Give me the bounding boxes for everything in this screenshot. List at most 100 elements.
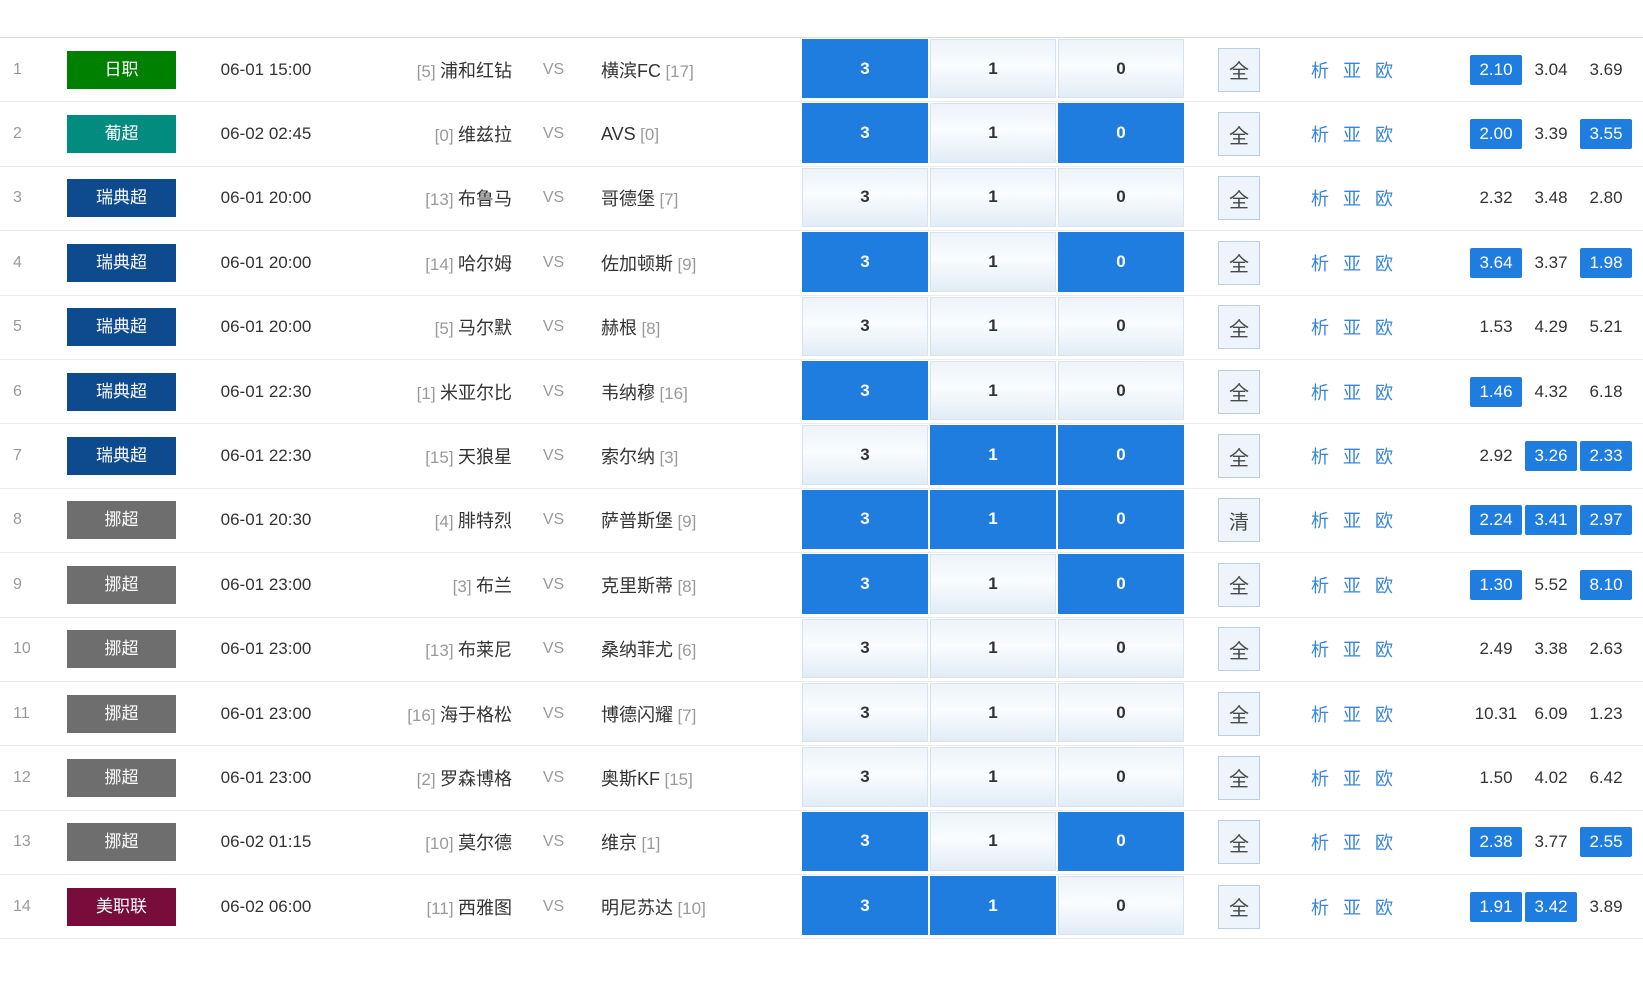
bet-cell-win[interactable]: 3 [802,618,930,678]
analysis-link[interactable]: 析 [1311,511,1329,532]
bet-cell-lose[interactable]: 0 [1058,39,1186,99]
league-badge[interactable]: 挪超 [67,501,176,540]
odds-value-win[interactable]: 1.50 [1479,767,1513,787]
odds-value-draw[interactable]: 3.48 [1534,188,1568,208]
clear-selection-button[interactable]: 清 [1218,498,1260,543]
analysis-link[interactable]: 析 [1311,125,1329,146]
bet-cell-lose[interactable]: 0 [1058,360,1186,421]
euro-odds-link[interactable]: 欧 [1375,253,1393,274]
asian-handicap-link[interactable]: 亚 [1343,253,1361,274]
league-badge[interactable]: 美职联 [67,887,176,926]
bet-cell-win[interactable]: 3 [802,876,930,936]
bet-cell-lose[interactable]: 0 [1058,296,1186,356]
bet-cell-draw[interactable]: 1 [930,296,1058,356]
asian-handicap-link[interactable]: 亚 [1343,575,1361,596]
asian-handicap-link[interactable]: 亚 [1343,447,1361,468]
bet-cell-draw[interactable]: 1 [930,618,1058,678]
select-all-button[interactable]: 全 [1218,434,1260,479]
asian-handicap-link[interactable]: 亚 [1343,318,1361,339]
euro-odds-link[interactable]: 欧 [1375,704,1393,725]
odds-value-draw[interactable]: 5.52 [1534,574,1568,594]
analysis-link[interactable]: 析 [1311,60,1329,81]
euro-odds-link[interactable]: 欧 [1375,897,1393,918]
odds-value-win[interactable]: 3.64 [1470,247,1522,278]
asian-handicap-link[interactable]: 亚 [1343,897,1361,918]
bet-cell-draw[interactable]: 1 [930,554,1058,614]
select-all-button[interactable]: 全 [1218,820,1260,865]
odds-value-win[interactable]: 10.31 [1474,703,1518,723]
euro-odds-link[interactable]: 欧 [1375,318,1393,339]
odds-value-lose[interactable]: 2.63 [1589,639,1623,659]
analysis-link[interactable]: 析 [1311,768,1329,789]
asian-handicap-link[interactable]: 亚 [1343,189,1361,210]
analysis-link[interactable]: 析 [1311,318,1329,339]
select-all-button[interactable]: 全 [1218,112,1260,157]
odds-value-win[interactable]: 2.49 [1479,639,1513,659]
odds-value-draw[interactable]: 3.41 [1525,505,1577,536]
analysis-link[interactable]: 析 [1311,704,1329,725]
odds-value-win[interactable]: 2.10 [1470,54,1522,85]
euro-odds-link[interactable]: 欧 [1375,382,1393,403]
bet-cell-lose[interactable]: 0 [1058,747,1186,807]
bet-cell-win[interactable]: 3 [802,360,930,421]
bet-cell-win[interactable]: 3 [802,489,930,550]
league-badge[interactable]: 瑞典超 [67,308,176,347]
league-badge[interactable]: 挪超 [67,823,176,862]
asian-handicap-link[interactable]: 亚 [1343,640,1361,661]
bet-cell-win[interactable]: 3 [802,554,930,614]
bet-cell-draw[interactable]: 1 [930,747,1058,807]
odds-value-lose[interactable]: 1.98 [1580,247,1632,278]
bet-cell-win[interactable]: 3 [802,425,930,485]
odds-value-win[interactable]: 2.00 [1470,119,1522,150]
euro-odds-link[interactable]: 欧 [1375,447,1393,468]
odds-value-lose[interactable]: 2.33 [1580,441,1632,472]
league-badge[interactable]: 挪超 [67,758,176,797]
bet-cell-win[interactable]: 3 [802,167,930,228]
odds-value-draw[interactable]: 3.26 [1525,441,1577,472]
bet-cell-draw[interactable]: 1 [930,167,1058,228]
odds-value-win[interactable]: 2.92 [1479,446,1513,466]
analysis-link[interactable]: 析 [1311,382,1329,403]
euro-odds-link[interactable]: 欧 [1375,640,1393,661]
odds-value-lose[interactable]: 6.42 [1589,767,1623,787]
asian-handicap-link[interactable]: 亚 [1343,833,1361,854]
odds-value-win[interactable]: 2.24 [1470,505,1522,536]
bet-cell-lose[interactable]: 0 [1058,682,1186,743]
bet-cell-lose[interactable]: 0 [1058,489,1186,550]
bet-cell-draw[interactable]: 1 [930,232,1058,292]
odds-value-lose[interactable]: 2.55 [1580,827,1632,858]
euro-odds-link[interactable]: 欧 [1375,60,1393,81]
select-all-button[interactable]: 全 [1218,884,1260,929]
bet-cell-draw[interactable]: 1 [930,682,1058,743]
odds-value-draw[interactable]: 3.38 [1534,639,1568,659]
league-badge[interactable]: 挪超 [67,694,176,733]
odds-value-draw[interactable]: 3.37 [1534,252,1568,272]
analysis-link[interactable]: 析 [1311,640,1329,661]
odds-value-lose[interactable]: 2.80 [1589,188,1623,208]
select-all-button[interactable]: 全 [1218,369,1260,414]
league-badge[interactable]: 挪超 [67,630,176,669]
analysis-link[interactable]: 析 [1311,189,1329,210]
odds-value-draw[interactable]: 3.77 [1534,832,1568,852]
bet-cell-win[interactable]: 3 [802,811,930,872]
bet-cell-win[interactable]: 3 [802,232,930,292]
league-badge[interactable]: 瑞典超 [67,179,176,218]
bet-cell-draw[interactable]: 1 [930,425,1058,485]
odds-value-win[interactable]: 1.91 [1470,891,1522,922]
bet-cell-win[interactable]: 3 [802,747,930,807]
bet-cell-draw[interactable]: 1 [930,811,1058,872]
bet-cell-draw[interactable]: 1 [930,103,1058,163]
league-badge[interactable]: 瑞典超 [67,437,176,476]
bet-cell-draw[interactable]: 1 [930,876,1058,936]
odds-value-win[interactable]: 1.30 [1470,569,1522,600]
select-all-button[interactable]: 全 [1218,627,1260,672]
league-badge[interactable]: 葡超 [67,115,176,154]
odds-value-lose[interactable]: 6.18 [1589,381,1623,401]
euro-odds-link[interactable]: 欧 [1375,768,1393,789]
odds-value-win[interactable]: 1.53 [1479,317,1513,337]
odds-value-draw[interactable]: 3.39 [1534,124,1568,144]
analysis-link[interactable]: 析 [1311,253,1329,274]
euro-odds-link[interactable]: 欧 [1375,125,1393,146]
bet-cell-win[interactable]: 3 [802,103,930,163]
odds-value-draw[interactable]: 4.32 [1534,381,1568,401]
